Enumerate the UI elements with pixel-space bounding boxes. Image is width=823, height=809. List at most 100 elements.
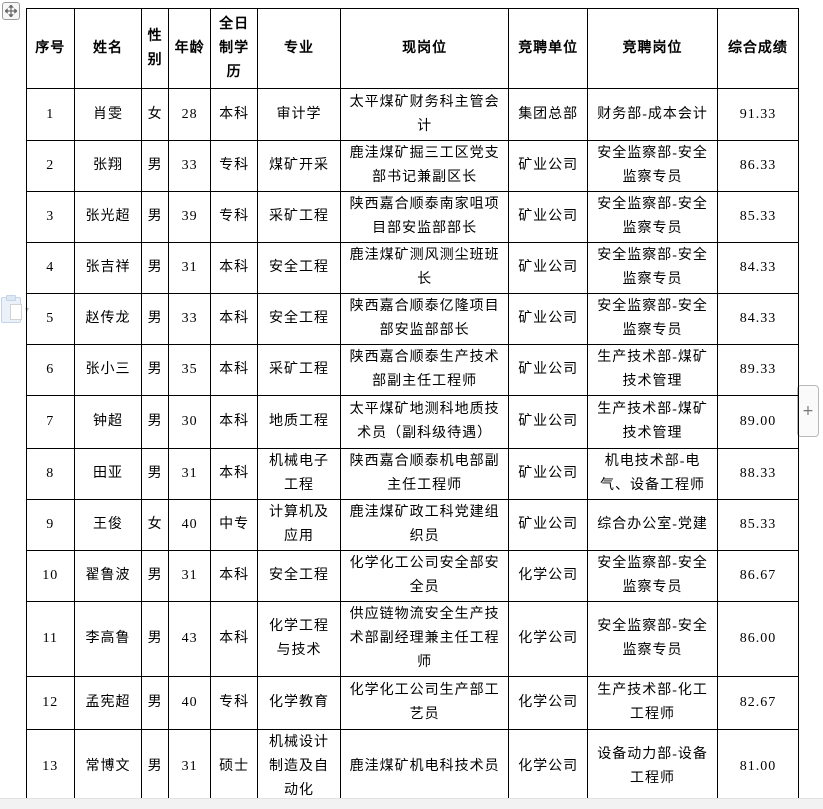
cell-target-position[interactable]: 综合办公室-党建 (587, 499, 718, 551)
col-header-age[interactable]: 年龄 (167, 8, 212, 89)
cell-education[interactable]: 本科 (210, 550, 258, 602)
cell-gender[interactable]: 男 (141, 550, 169, 602)
cell-index[interactable]: 4 (26, 242, 75, 294)
cell-score[interactable]: 88.33 (716, 448, 800, 500)
cell-target-position[interactable]: 安全监察部-安全监察专员 (587, 140, 718, 192)
col-header-gender[interactable]: 性别 (141, 8, 169, 89)
cell-gender[interactable]: 男 (141, 729, 169, 805)
cell-name[interactable]: 常博文 (73, 729, 143, 805)
cell-education[interactable]: 本科 (210, 395, 258, 449)
cell-major[interactable]: 安全工程 (256, 242, 342, 294)
cell-target-position[interactable]: 生产技术部-煤矿技术管理 (587, 344, 718, 396)
cell-index[interactable]: 8 (26, 448, 75, 500)
cell-name[interactable]: 钟超 (73, 395, 143, 449)
cell-score[interactable]: 84.33 (716, 242, 800, 294)
cell-index[interactable]: 13 (26, 729, 75, 805)
cell-current-position[interactable]: 陕西嘉合顺泰生产技术部副主任工程师 (340, 344, 510, 396)
cell-gender[interactable]: 男 (141, 140, 169, 192)
cell-current-position[interactable]: 陕西嘉合顺泰亿隆项目部安监部部长 (340, 293, 510, 345)
cell-gender[interactable]: 女 (141, 499, 169, 551)
cell-major[interactable]: 采矿工程 (256, 191, 342, 243)
cell-index[interactable]: 10 (26, 550, 75, 602)
cell-score[interactable]: 89.00 (716, 395, 800, 449)
col-header-score[interactable]: 综合成绩 (716, 8, 800, 89)
cell-gender[interactable]: 男 (141, 242, 169, 294)
cell-target-position[interactable]: 生产技术部-煤矿技术管理 (587, 395, 718, 449)
cell-gender[interactable]: 男 (141, 676, 169, 730)
cell-current-position[interactable]: 陕西嘉合顺泰南家咀项目部安监部部长 (340, 191, 510, 243)
cell-score[interactable]: 85.33 (716, 191, 800, 243)
cell-education[interactable]: 专科 (210, 140, 258, 192)
cell-index[interactable]: 6 (26, 344, 75, 396)
cell-target-position[interactable]: 安全监察部-安全监察专员 (587, 601, 718, 677)
cell-major[interactable]: 安全工程 (256, 550, 342, 602)
cell-major[interactable]: 地质工程 (256, 395, 342, 449)
cell-name[interactable]: 张吉祥 (73, 242, 143, 294)
cell-name[interactable]: 赵传龙 (73, 293, 143, 345)
cell-current-position[interactable]: 化学化工公司生产部工艺员 (340, 676, 510, 730)
cell-target-unit[interactable]: 化学公司 (508, 601, 589, 677)
cell-education[interactable]: 本科 (210, 448, 258, 500)
cell-target-position[interactable]: 生产技术部-化工工程师 (587, 676, 718, 730)
cell-target-position[interactable]: 安全监察部-安全监察专员 (587, 242, 718, 294)
cell-target-unit[interactable]: 集团总部 (508, 88, 589, 141)
table-move-handle[interactable] (2, 2, 20, 20)
cell-name[interactable]: 田亚 (73, 448, 143, 500)
cell-name[interactable]: 孟宪超 (73, 676, 143, 730)
cell-target-unit[interactable]: 矿业公司 (508, 344, 589, 396)
cell-score[interactable]: 86.33 (716, 140, 800, 192)
cell-score[interactable]: 81.00 (716, 729, 800, 805)
cell-major[interactable]: 审计学 (256, 88, 342, 141)
col-header-target-unit[interactable]: 竞聘单位 (508, 8, 589, 89)
cell-education[interactable]: 本科 (210, 293, 258, 345)
cell-score[interactable]: 86.67 (716, 550, 800, 602)
cell-target-unit[interactable]: 矿业公司 (508, 140, 589, 192)
cell-name[interactable]: 王俊 (73, 499, 143, 551)
cell-age[interactable]: 33 (167, 140, 212, 192)
cell-age[interactable]: 31 (167, 242, 212, 294)
col-header-name[interactable]: 姓名 (73, 8, 143, 89)
cell-score[interactable]: 82.67 (716, 676, 800, 730)
cell-index[interactable]: 11 (26, 601, 75, 677)
cell-current-position[interactable]: 鹿洼煤矿测风测尘班班长 (340, 242, 510, 294)
cell-score[interactable]: 85.33 (716, 499, 800, 551)
cell-name[interactable]: 李高鲁 (73, 601, 143, 677)
cell-target-position[interactable]: 安全监察部-安全监察专员 (587, 550, 718, 602)
cell-current-position[interactable]: 陕西嘉合顺泰机电部副主任工程师 (340, 448, 510, 500)
cell-target-unit[interactable]: 矿业公司 (508, 293, 589, 345)
cell-age[interactable]: 40 (167, 676, 212, 730)
cell-gender[interactable]: 男 (141, 293, 169, 345)
cell-score[interactable]: 84.33 (716, 293, 800, 345)
cell-major[interactable]: 机械设计制造及自动化 (256, 729, 342, 805)
cell-target-position[interactable]: 安全监察部-安全监察专员 (587, 293, 718, 345)
cell-name[interactable]: 张小三 (73, 344, 143, 396)
cell-target-unit[interactable]: 矿业公司 (508, 191, 589, 243)
cell-index[interactable]: 7 (26, 395, 75, 449)
cell-name[interactable]: 张翔 (73, 140, 143, 192)
cell-target-unit[interactable]: 矿业公司 (508, 242, 589, 294)
cell-target-unit[interactable]: 化学公司 (508, 676, 589, 730)
cell-current-position[interactable]: 供应链物流安全生产技术部副经理兼主任工程师 (340, 601, 510, 677)
cell-target-unit[interactable]: 化学公司 (508, 729, 589, 805)
cell-target-unit[interactable]: 矿业公司 (508, 395, 589, 449)
cell-index[interactable]: 2 (26, 140, 75, 192)
cell-name[interactable]: 肖雯 (73, 88, 143, 141)
cell-index[interactable]: 3 (26, 191, 75, 243)
cell-name[interactable]: 张光超 (73, 191, 143, 243)
cell-target-position[interactable]: 设备动力部-设备工程师 (587, 729, 718, 805)
cell-education[interactable]: 本科 (210, 242, 258, 294)
col-header-index[interactable]: 序号 (26, 8, 75, 89)
cell-major[interactable]: 机械电子工程 (256, 448, 342, 500)
cell-gender[interactable]: 男 (141, 191, 169, 243)
add-button[interactable]: + (797, 385, 819, 437)
cell-current-position[interactable]: 鹿洼煤矿机电科技术员 (340, 729, 510, 805)
cell-age[interactable]: 28 (167, 88, 212, 141)
cell-education[interactable]: 本科 (210, 88, 258, 141)
cell-gender[interactable]: 男 (141, 344, 169, 396)
cell-gender[interactable]: 女 (141, 88, 169, 141)
cell-target-position[interactable]: 财务部-成本会计 (587, 88, 718, 141)
cell-major[interactable]: 化学工程与技术 (256, 601, 342, 677)
cell-age[interactable]: 31 (167, 550, 212, 602)
cell-age[interactable]: 31 (167, 448, 212, 500)
cell-gender[interactable]: 男 (141, 395, 169, 449)
